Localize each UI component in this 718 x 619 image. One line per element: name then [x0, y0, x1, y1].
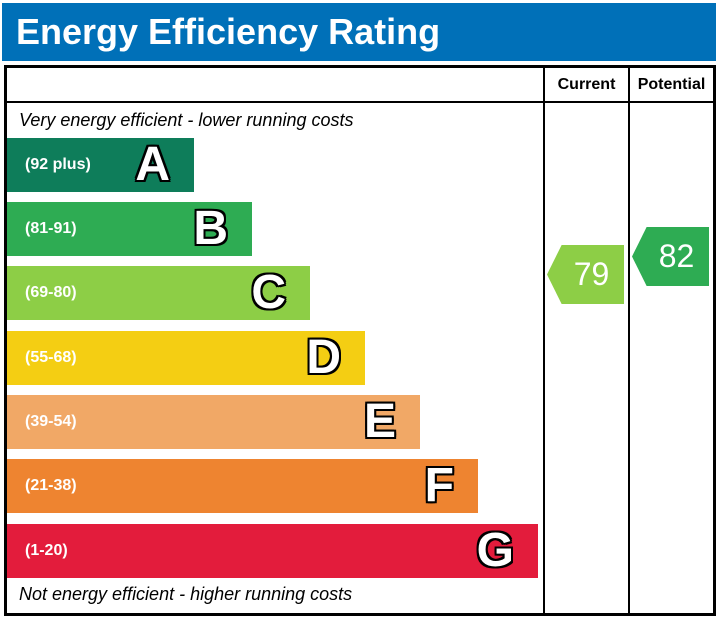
potential-arrow: 82 — [632, 227, 709, 286]
band-row-e: (39-54) E — [7, 395, 420, 449]
band-row-c: (69-80) C — [7, 266, 310, 320]
title-bar: Energy Efficiency Rating — [2, 3, 716, 61]
page-title: Energy Efficiency Rating — [16, 11, 441, 52]
bottom-note: Not energy efficient - higher running co… — [19, 584, 353, 604]
band-range-label: (1-20) — [25, 542, 68, 559]
band-row-b: (81-91) B — [7, 202, 252, 256]
current-value: 79 — [573, 256, 610, 292]
band-letter: C — [251, 266, 286, 319]
header-empty-cell — [7, 68, 543, 103]
band-letter: F — [424, 459, 454, 512]
band-area: Very energy efficient - lower running co… — [7, 103, 543, 613]
band-range-label: (69-80) — [25, 284, 77, 301]
band-letter: A — [135, 138, 170, 191]
band-letter: D — [306, 331, 341, 384]
band-letter: G — [476, 524, 514, 577]
band-row-g: (1-20) G — [7, 524, 538, 578]
header-current: Current — [543, 68, 628, 103]
band-range-label: (92 plus) — [25, 156, 91, 173]
header-potential: Potential — [628, 68, 713, 103]
band-letter: E — [363, 395, 396, 448]
potential-value: 82 — [658, 238, 695, 274]
band-range-label: (55-68) — [25, 349, 77, 366]
current-column: 79 — [543, 103, 628, 613]
potential-column: 82 — [628, 103, 713, 613]
top-note: Very energy efficient - lower running co… — [19, 110, 354, 130]
band-letter: B — [193, 202, 228, 255]
band-row-d: (55-68) D — [7, 331, 365, 385]
band-range-label: (39-54) — [25, 413, 77, 430]
band-range-label: (81-91) — [25, 220, 77, 237]
energy-efficiency-chart: Current Potential Very energy efficient … — [4, 65, 716, 616]
band-row-a: (92 plus) A — [7, 138, 194, 192]
band-row-f: (21-38) F — [7, 459, 478, 513]
current-arrow: 79 — [547, 245, 624, 304]
band-range-label: (21-38) — [25, 477, 77, 494]
